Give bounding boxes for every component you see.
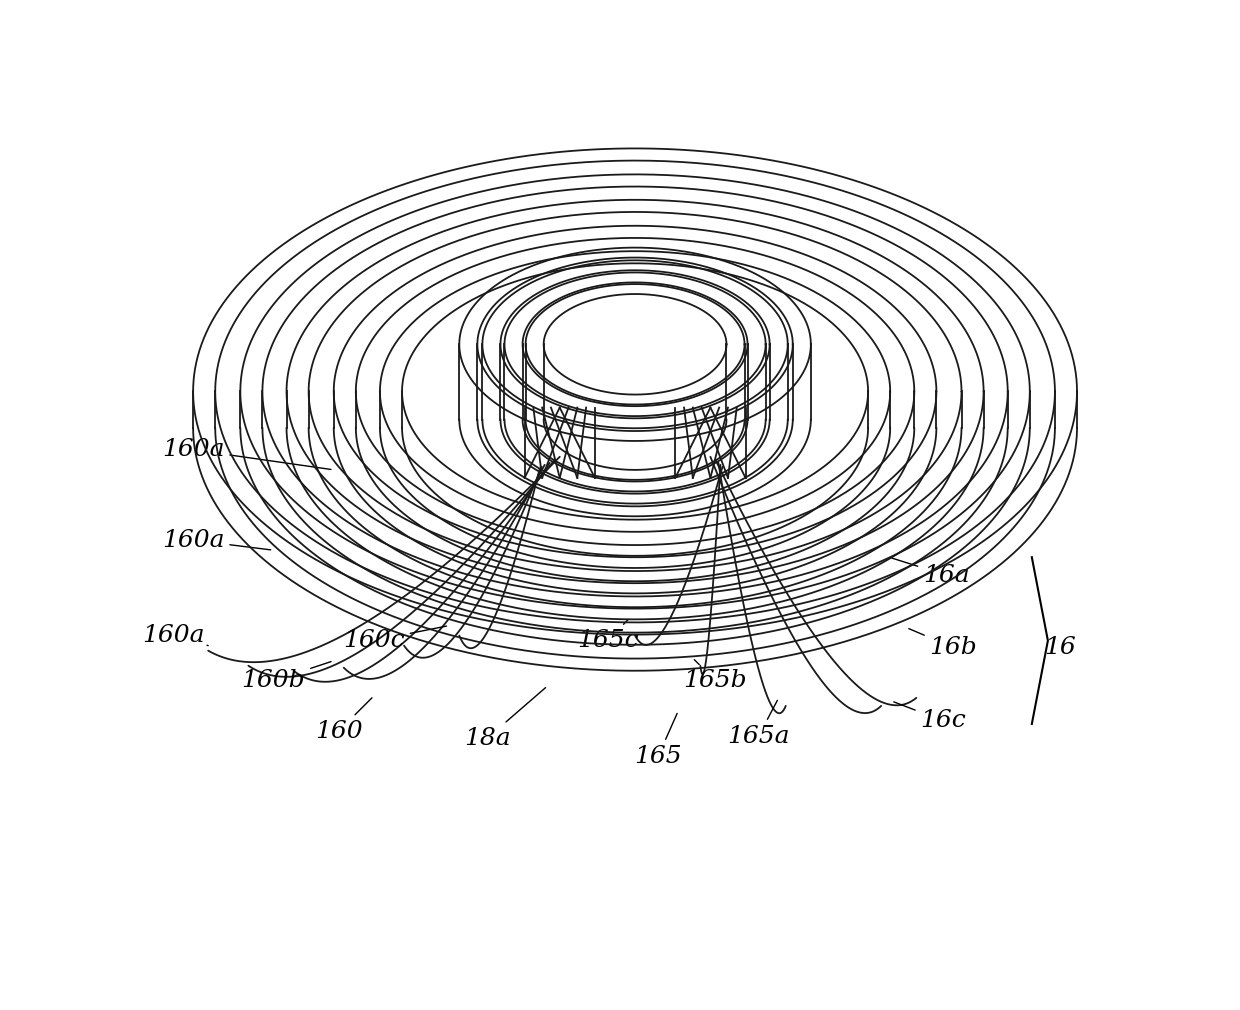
Text: 160a: 160a xyxy=(162,438,331,470)
Text: 160a: 160a xyxy=(162,528,270,551)
Text: 160: 160 xyxy=(315,698,372,742)
Text: 165c: 165c xyxy=(577,619,639,652)
Text: 16a: 16a xyxy=(892,559,970,587)
Text: 160a: 160a xyxy=(141,624,208,647)
Text: 165b: 165b xyxy=(683,660,748,692)
Text: 16b: 16b xyxy=(909,628,977,660)
Text: 160c: 160c xyxy=(343,626,446,652)
Text: 18a: 18a xyxy=(464,688,546,749)
Text: 16c: 16c xyxy=(894,702,966,732)
Text: 165: 165 xyxy=(635,713,682,768)
Text: 165a: 165a xyxy=(728,700,790,747)
Text: 16: 16 xyxy=(1044,636,1076,660)
Text: 160b: 160b xyxy=(242,662,331,692)
